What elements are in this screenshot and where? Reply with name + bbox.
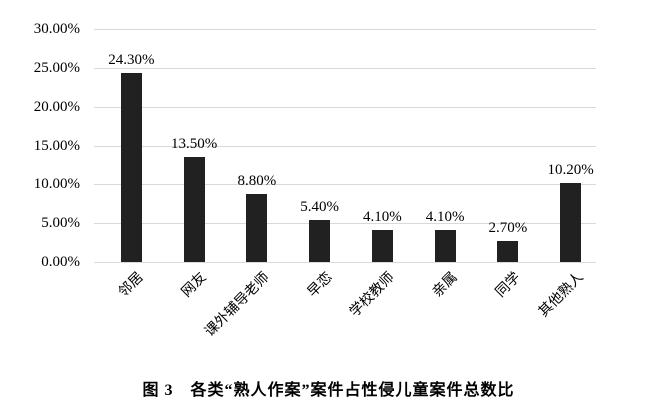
y-axis-tick-label: 25.00%: [33, 59, 80, 76]
y-axis-tick-label: 0.00%: [41, 254, 80, 270]
bar-value-label: 24.30%: [108, 52, 155, 68]
x-axis-category-label: 其他熟人: [536, 270, 587, 321]
y-axis: 0.00% 5.00% 10.00% 15.00% 20.00% 25.00% 30.00%: [0, 21, 80, 270]
bar: [434, 230, 456, 262]
gridline: [94, 106, 596, 108]
bar: [183, 157, 205, 262]
gridline: [94, 184, 596, 186]
bar: [120, 73, 142, 262]
bar-value-label: 13.50%: [171, 136, 218, 152]
bar-value-label: 8.80%: [237, 173, 277, 189]
figure-caption: 图 3 各类“熟人作案”案件占性侵儿童案件总数比: [142, 382, 515, 399]
x-axis-category-label: 学校教师: [347, 270, 398, 321]
bar: [497, 241, 519, 262]
bar: [246, 194, 268, 262]
bar-value-label: 5.40%: [300, 199, 339, 215]
x-axis-category-label: 课外辅导老师: [202, 270, 273, 341]
x-axis-category-label: 亲属: [430, 270, 461, 301]
bar: [309, 220, 331, 262]
gridline: [94, 262, 596, 263]
bar-value-label: 4.10%: [425, 209, 465, 225]
bar-value-label: 4.10%: [363, 209, 402, 225]
plot-area: 24.30% 邻居 13.50% 网友 8.80% 课外辅导老师 5.40% 早恋 4.10% 学…: [94, 29, 596, 340]
x-axis-category-label: 网友: [179, 270, 210, 301]
x-axis-category-label: 早恋: [304, 270, 336, 301]
y-axis-tick-label: 20.00%: [33, 98, 80, 115]
y-axis-tick-label: 15.00%: [33, 137, 80, 154]
bar-value-label: 10.20%: [547, 162, 594, 178]
gridline: [94, 223, 596, 225]
gridline: [94, 145, 596, 147]
x-axis-category-label: 同学: [493, 270, 524, 301]
y-axis-tick-label: 5.00%: [41, 215, 80, 232]
bar: [371, 230, 393, 262]
gridline: [94, 67, 596, 69]
bar: [560, 183, 582, 262]
gridline: [94, 29, 596, 30]
y-axis-tick-label: 30.00%: [33, 21, 80, 37]
y-axis-tick-label: 10.00%: [33, 176, 80, 193]
bar-value-label: 2.70%: [488, 220, 528, 236]
x-axis-category-label: 邻居: [116, 270, 147, 301]
